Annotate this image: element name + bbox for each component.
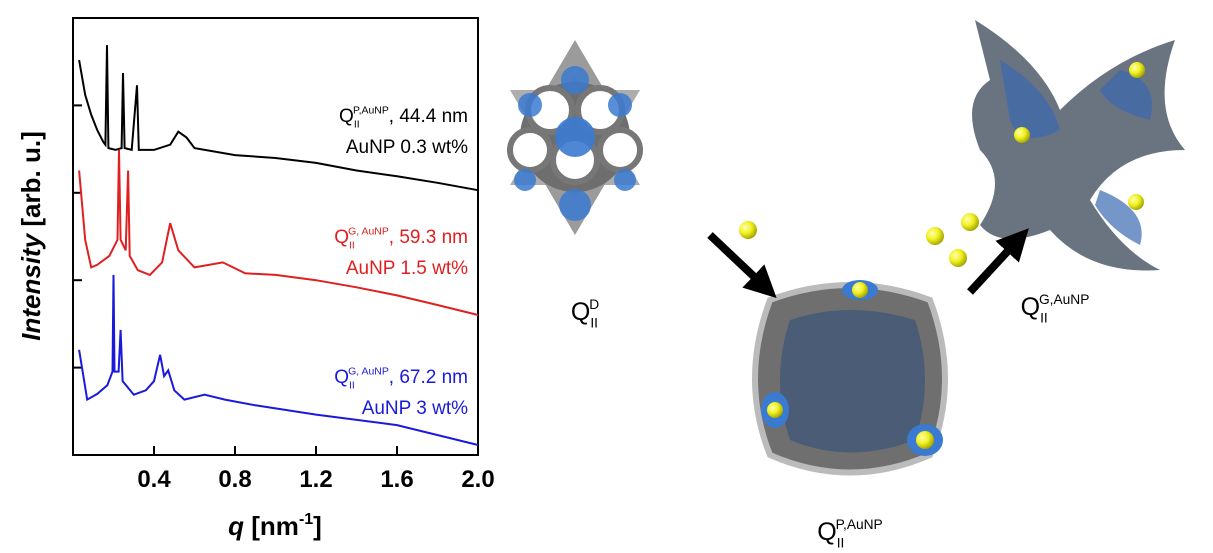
- annotation-sup: G, AuNP: [348, 366, 389, 377]
- structure-label: QII D: [571, 297, 599, 331]
- particle: [949, 249, 967, 267]
- annotation-rest: , 67.2 nm: [389, 367, 468, 388]
- y-axis-label: Intensity [arb. u.]: [16, 131, 46, 340]
- x-tick-label: 1.2: [299, 466, 332, 493]
- y-label-text: [arb. u.]: [16, 131, 46, 234]
- structure-label-sup: G,AuNP: [1039, 292, 1089, 307]
- annotation: QII G, AuNP, 67.2 nm: [334, 366, 468, 391]
- annotation-main: Q: [339, 106, 354, 127]
- particle: [961, 213, 979, 231]
- annotation-line2: AuNP 3 wt%: [362, 398, 468, 419]
- structure-label-sup: P,AuNP: [836, 517, 883, 532]
- x-tick-label: 1.6: [380, 466, 413, 493]
- structure-label-main: Q: [817, 518, 836, 546]
- structure-label-sub: II: [590, 316, 598, 331]
- annotation-rest: , 59.3 nm: [389, 227, 468, 248]
- annotation-sub: II: [349, 381, 355, 392]
- annotation-sub: II: [349, 241, 355, 252]
- figure: 0.4 0.8 1.2 1.6 2.0 q [nm-1] Intensity [arb. u…: [0, 0, 1213, 548]
- annotation: QII P,AuNP, 44.4 nm: [339, 105, 468, 130]
- annotation-rest: , 44.4 nm: [389, 106, 468, 127]
- annotation-main: Q: [334, 227, 349, 248]
- structure-label-sub: II: [1040, 311, 1048, 326]
- structure-label-main: Q: [571, 298, 590, 326]
- structure-g: [972, 20, 1185, 271]
- structure-label-main: Q: [1021, 293, 1040, 321]
- x-axis-label: q [nm-1]: [228, 511, 322, 541]
- x-label-end: ]: [313, 511, 322, 541]
- x-label-italic: q: [228, 511, 244, 541]
- x-tick-label: 2.0: [461, 466, 494, 493]
- x-label-sup: -1: [299, 511, 313, 528]
- structure-label: QII G,AuNP: [1021, 292, 1090, 326]
- structure-label: QII P,AuNP: [817, 517, 882, 548]
- x-tick-label: 0.4: [137, 466, 171, 493]
- annotation-sup: P,AuNP: [353, 105, 389, 116]
- particle: [739, 221, 757, 239]
- annotation-sup: G, AuNP: [348, 226, 389, 237]
- annotation-sub: II: [354, 120, 360, 131]
- structure-label-sup: D: [589, 297, 599, 312]
- annotation-main: Q: [334, 367, 349, 388]
- structure-p: [755, 280, 945, 473]
- arrow: [970, 240, 1018, 292]
- annotation-line2: AuNP 0.3 wt%: [346, 137, 468, 158]
- structure-d: [510, 40, 640, 235]
- annotation-line2: AuNP 1.5 wt%: [346, 258, 468, 279]
- annotation: QII G, AuNP, 59.3 nm: [334, 226, 468, 251]
- x-tick-label: 0.8: [218, 466, 251, 493]
- structure-label-sub: II: [837, 536, 845, 549]
- x-label-text: [nm: [244, 511, 299, 541]
- y-label-italic: Intensity: [16, 232, 46, 340]
- particle: [926, 227, 944, 245]
- arrow: [710, 235, 765, 287]
